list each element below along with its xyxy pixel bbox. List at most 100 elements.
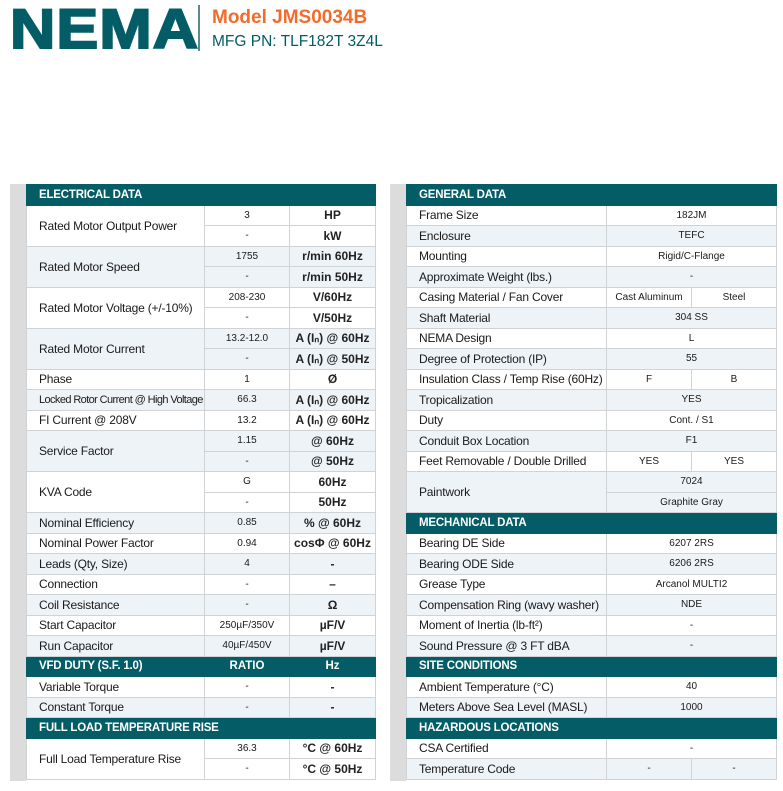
- spec-unit: A (Iₙ) @ 50Hz: [289, 348, 376, 370]
- model-number: Model JMS0034B: [212, 7, 368, 28]
- spec-row-paintwork: Graphite Gray: [407, 491, 778, 513]
- spec-value: Arcanol MULTI2: [605, 573, 778, 595]
- spec-row-service-factor: Service Factor 1.15 @ 60Hz: [26, 430, 376, 472]
- spec-value: 1.15: [204, 430, 290, 452]
- spec-row-service-factor: - @ 50Hz: [27, 450, 376, 472]
- spec-value: 40µF/450V: [204, 635, 290, 657]
- spec-value: 1000: [605, 696, 778, 718]
- spec-value: -: [204, 758, 290, 780]
- spec-label: Connection: [26, 573, 205, 595]
- spec-unit: HP: [289, 204, 376, 226]
- spec-row-locked-rotor-current-high-voltage: Locked Rotor Current @ High Voltage 66.3 A…: [26, 389, 376, 411]
- spec-label: Moment of Inertia (lb-ft²): [406, 614, 607, 636]
- spec-value: -: [204, 450, 290, 472]
- spec-value: 3: [204, 204, 290, 226]
- spec-value: 66.3: [204, 389, 290, 411]
- spec-row-compensation-ring-wavy-washer: Compensation Ring (wavy washer) NDE: [406, 594, 778, 616]
- spec-row-bearing-ode-side: Bearing ODE Side 6206 2RS: [406, 553, 778, 575]
- spec-value: 7024: [605, 471, 778, 493]
- mfg-part-number: MFG PN: TLF182T 3Z4L: [212, 33, 383, 50]
- spec-unit: °C @ 50Hz: [289, 758, 376, 780]
- spec-unit: kW: [289, 225, 376, 247]
- spec-value: YES: [690, 450, 778, 472]
- section-title: MECHANICAL DATA: [405, 512, 778, 534]
- spec-value: -: [204, 266, 290, 288]
- spec-unit: Ø: [289, 368, 376, 390]
- left-side-bar: [10, 184, 26, 781]
- spec-value: -: [204, 696, 290, 718]
- spec-row-connection: Connection - –: [26, 573, 376, 595]
- spec-value: -: [204, 348, 290, 370]
- spec-unit: A (Iₙ) @ 60Hz: [289, 327, 376, 349]
- spec-value: Cont. / S1: [605, 409, 778, 431]
- spec-label: Frame Size: [406, 204, 607, 226]
- spec-row-paintwork: Paintwork 7024: [406, 471, 778, 513]
- spec-value: -: [605, 614, 778, 636]
- spec-label: Rated Motor Speed: [26, 245, 205, 288]
- spec-value: 6206 2RS: [605, 553, 778, 575]
- spec-row-fi-current-208v: FI Current @ 208V 13.2 A (Iₙ) @ 60Hz: [26, 409, 376, 431]
- spec-row-csa-certified: CSA Certified -: [406, 737, 778, 759]
- spec-row-ambient-temperature-c: Ambient Temperature (°C) 40: [406, 676, 778, 698]
- spec-unit: µF/V: [289, 614, 376, 636]
- section-header-hazardous-locations: HAZARDOUS LOCATIONS: [405, 717, 778, 739]
- spec-value: 36.3: [204, 737, 290, 759]
- spec-value: Rigid/C-Flange: [605, 245, 778, 267]
- spec-value: -: [690, 758, 778, 780]
- spec-row-frame-size: Frame Size 182JM: [406, 204, 778, 226]
- spec-value: TEFC: [605, 225, 778, 247]
- spec-value: Graphite Gray: [605, 491, 778, 513]
- spec-label: Variable Torque: [26, 676, 205, 698]
- spec-label: Ambient Temperature (°C): [406, 676, 607, 698]
- spec-row-approximate-weight-lbs: Approximate Weight (lbs.) -: [406, 266, 778, 288]
- spec-value: 0.94: [204, 532, 290, 554]
- spec-label: Feet Removable / Double Drilled: [406, 450, 607, 472]
- spec-value: -: [204, 307, 290, 329]
- spec-value: 182JM: [605, 204, 778, 226]
- spec-value: NDE: [605, 594, 778, 616]
- spec-value: 13.2: [204, 409, 290, 431]
- spec-label: Bearing ODE Side: [406, 553, 607, 575]
- section-title: FULL LOAD TEMPERATURE RISE: [26, 717, 376, 739]
- spec-label: Enclosure: [406, 225, 607, 247]
- spec-row-feet-removable-double-drilled: Feet Removable / Double Drilled YES YES: [406, 450, 778, 472]
- spec-row-start-capacitor: Start Capacitor 250µF/350V µF/V: [26, 614, 376, 636]
- spec-row-constant-torque: Constant Torque - -: [26, 696, 376, 718]
- spec-row-rated-motor-current: -A (Iₙ) @ 50Hz: [27, 348, 376, 370]
- spec-row-rated-motor-speed: Rated Motor Speed 1755 r/min 60Hz: [26, 245, 376, 288]
- section-header-electrical-data: ELECTRICAL DATA: [26, 184, 376, 206]
- spec-label: Coil Resistance: [26, 594, 205, 616]
- spec-row-rated-motor-output-power: Rated Motor Output Power 3 HP: [26, 204, 376, 247]
- spec-row-temperature-code: Temperature Code - -: [406, 758, 778, 780]
- spec-unit: V/50Hz: [289, 307, 376, 329]
- spec-label: Casing Material / Fan Cover: [406, 286, 607, 308]
- spec-label: Grease Type: [406, 573, 607, 595]
- spec-label: Meters Above Sea Level (MASL): [406, 696, 607, 718]
- spec-row-mounting: Mounting Rigid/C-Flange: [406, 245, 778, 267]
- spec-row-run-capacitor: Run Capacitor 40µF/450V µF/V: [26, 635, 376, 657]
- spec-row-rated-motor-voltage-10: - V/50Hz: [27, 307, 376, 329]
- spec-row-insulation-class-temp-rise-60hz: Insulation Class / Temp Rise (60Hz) F B: [406, 368, 778, 390]
- spec-label: Full Load Temperature Rise: [26, 737, 205, 780]
- spec-label: Degree of Protection (IP): [406, 348, 607, 370]
- spec-row-phase: Phase 1 Ø: [26, 368, 376, 390]
- spec-value: -: [606, 758, 692, 780]
- spec-row-duty: Duty Cont. / S1: [406, 409, 778, 431]
- spec-unit: µF/V: [289, 635, 376, 657]
- nema-logo: NEMA: [9, 0, 200, 61]
- spec-value: 1: [204, 368, 290, 390]
- spec-value: 13.2-12.0: [204, 327, 290, 349]
- spec-row-full-load-temperature-rise: - °C @ 50Hz: [27, 758, 376, 780]
- spec-value: Cast Aluminum: [606, 286, 692, 308]
- spec-value: -: [204, 573, 290, 595]
- spec-row-coil-resistance: Coil Resistance - Ω: [26, 594, 376, 616]
- spec-row-shaft-material: Shaft Material 304 SS: [406, 307, 778, 329]
- right-side-bar: [390, 184, 406, 781]
- spec-label: Start Capacitor: [26, 614, 205, 636]
- spec-row-tropicalization: Tropicalization YES: [406, 389, 778, 411]
- spec-label: Bearing DE Side: [406, 532, 607, 554]
- spec-label: Conduit Box Location: [406, 430, 607, 452]
- spec-unit: –: [289, 573, 376, 595]
- spec-unit: -: [289, 553, 376, 575]
- spec-row-sound-pressure-3-ft-dba: Sound Pressure @ 3 FT dBA -: [406, 635, 778, 657]
